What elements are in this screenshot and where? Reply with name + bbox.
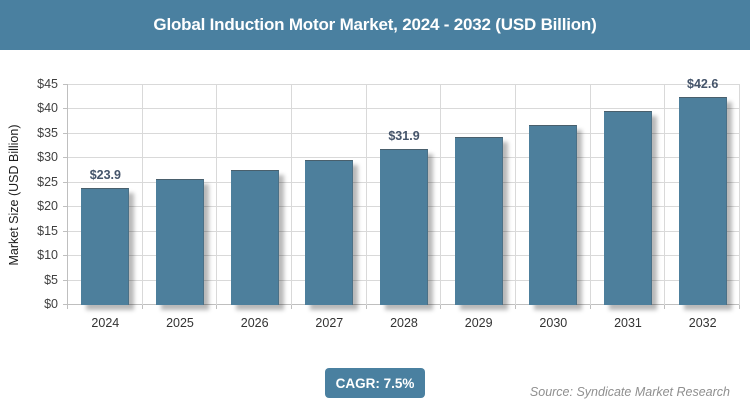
bar	[156, 179, 204, 305]
x-axis-tick-mark	[440, 305, 442, 309]
y-axis-tick-label: $35	[37, 125, 58, 140]
x-axis-tick-label: 2027	[315, 316, 344, 330]
y-axis-tick-label: $25	[37, 174, 58, 189]
x-axis-tick-mark	[291, 305, 292, 309]
y-axis-tick-label: $0	[44, 297, 58, 311]
bar	[529, 124, 578, 305]
bar	[604, 111, 652, 305]
y-axis-tick-mark	[63, 230, 68, 232]
y-axis-tick-mark	[63, 84, 68, 85]
gridline-vertical	[141, 85, 143, 305]
y-axis-tick-mark	[63, 108, 68, 110]
x-axis-tick-label: 2028	[390, 316, 418, 330]
cagr-badge: CAGR: 7.5%	[325, 368, 425, 398]
bar-value-label: $23.9	[89, 168, 121, 183]
bar	[454, 137, 503, 305]
y-axis-tick-label: $15	[37, 223, 58, 238]
y-axis-tick-label: $20	[37, 199, 58, 214]
y-axis-tick-mark	[63, 279, 68, 281]
x-axis-tick-mark	[141, 305, 143, 309]
y-axis-tick-mark	[63, 206, 68, 208]
x-axis-tick-mark	[67, 305, 68, 309]
gridline-vertical	[216, 85, 218, 305]
x-axis-tick-label: 2026	[240, 316, 269, 330]
y-axis-tick-label: $10	[37, 248, 58, 263]
x-axis-tick-label: 2031	[614, 316, 642, 330]
gridline-vertical	[739, 85, 740, 305]
bar	[305, 159, 354, 305]
y-axis-tick-mark	[63, 157, 68, 159]
x-axis-tick-label: 2024	[91, 316, 120, 330]
gridline-vertical	[440, 85, 442, 305]
x-axis-tick-label: 2029	[464, 316, 493, 330]
y-axis-tick-mark	[63, 132, 68, 134]
gridline-vertical	[365, 85, 367, 305]
gridline-vertical	[589, 85, 591, 305]
x-axis-tick-mark	[515, 305, 516, 309]
source-text: Source: Syndicate Market Research	[529, 385, 730, 399]
gridline-vertical	[664, 85, 666, 305]
x-axis-tick-label: 2032	[688, 316, 717, 330]
y-axis-tick-mark	[63, 304, 68, 305]
bar	[230, 170, 279, 305]
x-axis-tick-mark	[216, 305, 218, 309]
y-axis-tick-label: $45	[37, 77, 58, 91]
chart-title: Global Induction Motor Market, 2024 - 20…	[153, 15, 597, 34]
x-axis-tick-mark	[739, 305, 740, 309]
x-axis-tick-label: 2025	[166, 316, 194, 330]
y-axis-line	[67, 85, 68, 305]
y-axis-tick-label: $40	[37, 101, 58, 116]
chart-title-bar: Global Induction Motor Market, 2024 - 20…	[0, 0, 750, 50]
bar	[380, 149, 428, 305]
y-axis-title: Market Size (USD Billion)	[7, 124, 21, 266]
x-axis-tick-label: 2030	[539, 316, 568, 330]
bar	[678, 96, 727, 305]
bar-value-label: $42.6	[687, 76, 719, 91]
gridline-horizontal	[68, 84, 740, 85]
y-axis-tick-label: $5	[44, 272, 58, 287]
x-axis-tick-mark	[664, 305, 666, 309]
y-axis-tick-mark	[63, 181, 68, 183]
bar	[81, 188, 130, 305]
gridline-horizontal	[68, 108, 740, 110]
gridline-horizontal	[68, 132, 740, 134]
bar-value-label: $31.9	[388, 129, 420, 144]
gridline-vertical	[291, 85, 292, 305]
x-axis-tick-mark	[589, 305, 591, 309]
x-axis-tick-mark	[365, 305, 367, 309]
y-axis-tick-mark	[63, 255, 68, 257]
y-axis-tick-label: $30	[37, 150, 58, 165]
gridline-vertical	[515, 85, 516, 305]
